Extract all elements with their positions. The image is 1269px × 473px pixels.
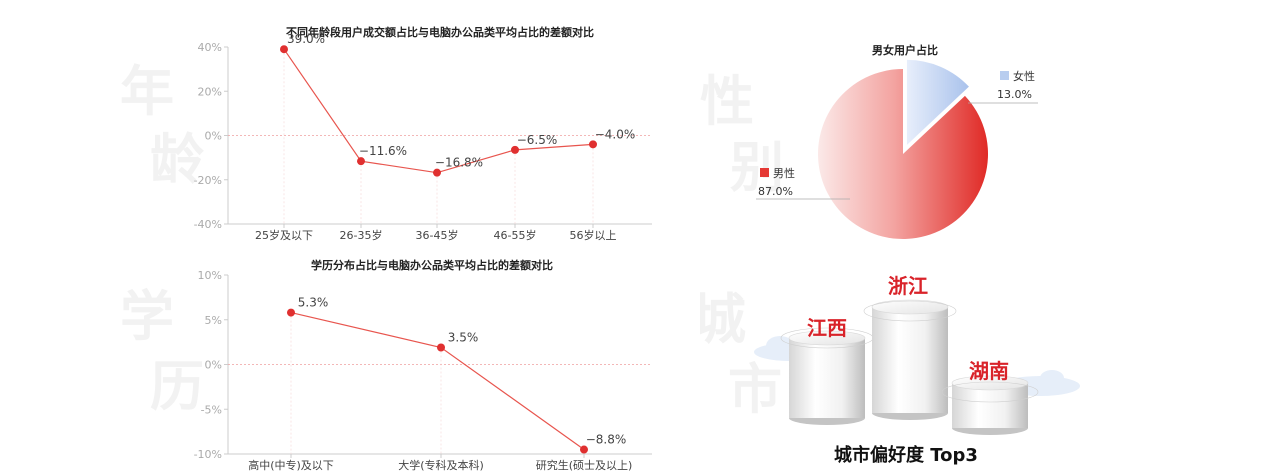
- city-rank-2-name: 江西: [807, 316, 847, 340]
- legend-swatch-male: [760, 168, 769, 177]
- gender-chart-svg: 性 别 男女用户占比 女性 13.0% 男性 87.0%: [700, 43, 1038, 239]
- age-y-tick-label: 0%: [205, 130, 222, 143]
- age-y-tick-label: 20%: [198, 85, 222, 98]
- edu-y-tick-label: 10%: [198, 269, 222, 282]
- age-data-label: −16.8%: [435, 156, 483, 170]
- age-x-tick-label: 36-45岁: [416, 228, 459, 242]
- education-chart-title: 学历分布占比与电脑办公品类平均占比的差额对比: [311, 258, 553, 272]
- edu-x-tick-label: 大学(专科及本科): [398, 458, 484, 472]
- edu-bg-char-1: 学: [120, 285, 174, 348]
- age-x-tick-label: 46-55岁: [494, 228, 537, 242]
- pie-value-female: 13.0%: [997, 88, 1032, 101]
- edu-y-tick-label: -10%: [194, 448, 222, 461]
- podium-rank-1: [863, 299, 957, 420]
- legend-label-male: 男性: [773, 166, 795, 180]
- age-data-point: [589, 140, 597, 149]
- education-chart-svg: 学 历 学历分布占比与电脑办公品类平均占比的差额对比 10% 5% 0% -5% -10…: [120, 258, 652, 472]
- edu-y-tick-label: 0%: [205, 359, 222, 372]
- age-data-label: −4.0%: [595, 127, 636, 141]
- age-chart: 年 龄 不同年龄段用户成交额占比与电脑办公品类平均占比的差额对比 40% 20% 0…: [0, 0, 680, 250]
- age-chart-title: 不同年龄段用户成交额占比与电脑办公品类平均占比的差额对比: [286, 25, 594, 39]
- gender-bg-char-2: 别: [730, 136, 784, 199]
- age-data-label: 39.0%: [287, 32, 325, 46]
- gender-chart-title: 男女用户占比: [872, 43, 938, 57]
- age-chart-svg: 年 龄 不同年龄段用户成交额占比与电脑办公品类平均占比的差额对比 40% 20% 0…: [120, 25, 652, 242]
- podium-rank-2: [780, 327, 874, 425]
- edu-x-tick-label: 高中(中专)及以下: [248, 458, 334, 472]
- gender-pie: 女性 13.0% 男性 87.0%: [756, 59, 1038, 239]
- city-rank-3-name: 湖南: [969, 359, 1009, 383]
- age-x-tick-label: 26-35岁: [340, 228, 383, 242]
- edu-data-point: [580, 445, 588, 454]
- edu-data-label: −8.8%: [586, 433, 627, 447]
- city-bg-char-2: 市: [728, 358, 782, 421]
- edu-bg-char-2: 历: [150, 355, 204, 418]
- age-y-tick-label: 40%: [198, 41, 222, 54]
- age-data-point: [511, 145, 519, 154]
- education-plot-area: 10% 5% 0% -5% -10% 高中(中专)及以下 大学(专科及本科) 研究生(硕士及以…: [194, 269, 652, 472]
- legend-swatch-female: [1000, 71, 1009, 80]
- age-data-label: −11.6%: [359, 144, 407, 158]
- edu-x-tick-label: 研究生(硕士及以上): [536, 458, 633, 472]
- city-preference-svg: 城 市: [700, 274, 1080, 466]
- legend-label-female: 女性: [1013, 69, 1035, 83]
- pie-slice-female: [906, 59, 969, 145]
- edu-data-point: [287, 308, 295, 317]
- age-y-tick-label: -20%: [194, 174, 222, 187]
- edu-data-point: [437, 343, 445, 352]
- age-bg-char-2: 龄: [150, 128, 204, 191]
- gender-bg-char-1: 性: [700, 70, 754, 133]
- edu-data-label: 3.5%: [448, 330, 479, 344]
- education-chart: 学 历 学历分布占比与电脑办公品类平均占比的差额对比 10% 5% 0% -5% -10…: [0, 250, 680, 473]
- gender-chart: 性 别 男女用户占比 女性 13.0% 男性 87.0%: [700, 0, 1100, 260]
- pie-value-male: 87.0%: [758, 185, 793, 198]
- edu-series-line: [290, 312, 585, 451]
- age-y-tick-label: -40%: [194, 218, 222, 231]
- age-x-tick-label: 25岁及以下: [255, 228, 313, 242]
- age-data-point: [280, 45, 288, 54]
- podium-rank-3: [941, 375, 1039, 435]
- age-data-point: [357, 157, 365, 166]
- edu-y-tick-label: -5%: [201, 403, 222, 416]
- city-preference: 城 市: [700, 260, 1120, 473]
- pie-slice-male: [818, 69, 988, 239]
- edu-y-tick-label: 5%: [205, 314, 222, 327]
- age-data-label: −6.5%: [517, 133, 558, 147]
- age-plot-area: 40% 20% 0% -20% -40% 25岁及以下 26-35岁 36-45岁 46-55岁…: [194, 32, 652, 242]
- age-data-point: [433, 168, 441, 177]
- city-rank-1-name: 浙江: [888, 274, 928, 298]
- age-x-tick-label: 56岁以上: [570, 228, 617, 242]
- age-series-line: [283, 48, 594, 174]
- age-bg-char-1: 年: [120, 60, 174, 123]
- edu-data-label: 5.3%: [298, 296, 329, 310]
- city-bg-char-1: 城: [700, 288, 746, 351]
- city-title: 城市偏好度 Top3: [834, 444, 978, 466]
